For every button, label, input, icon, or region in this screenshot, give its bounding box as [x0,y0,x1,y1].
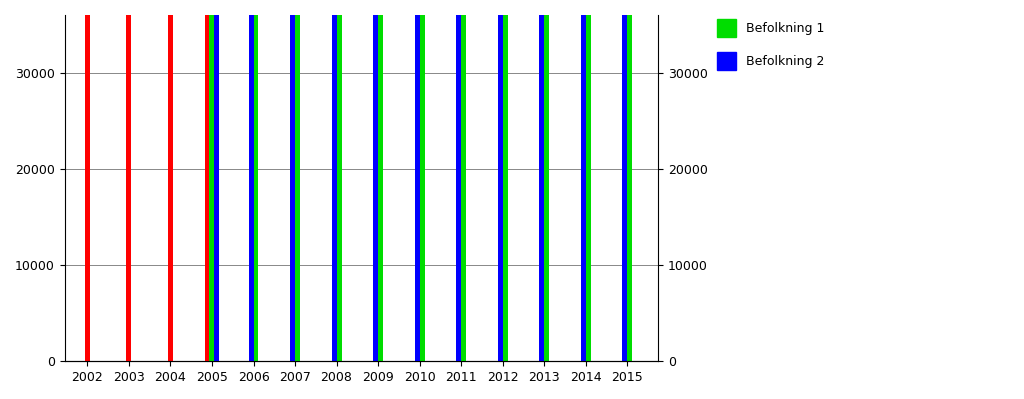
Bar [337,0,342,361]
Bar [415,0,420,361]
Bar [540,0,544,361]
Bar [627,0,632,361]
Legend: Befolkning 1, Befolkning 2: Befolkning 1, Befolkning 2 [712,14,829,75]
Bar [461,0,466,361]
Bar [126,0,131,361]
Bar [456,0,461,361]
Bar [378,0,383,361]
Bar [503,0,508,361]
Bar [254,0,258,361]
Bar [544,0,549,361]
Bar [85,0,90,361]
Bar [332,0,337,361]
Bar [420,0,425,361]
Bar [168,0,173,361]
Bar [586,0,591,361]
Bar [249,0,254,361]
Bar [205,0,210,361]
Bar [295,0,300,361]
Bar [581,0,586,361]
Bar [214,0,219,361]
Bar [373,0,378,361]
Bar [290,0,295,361]
Bar [498,0,503,361]
Bar [623,0,627,361]
Bar [210,0,214,361]
